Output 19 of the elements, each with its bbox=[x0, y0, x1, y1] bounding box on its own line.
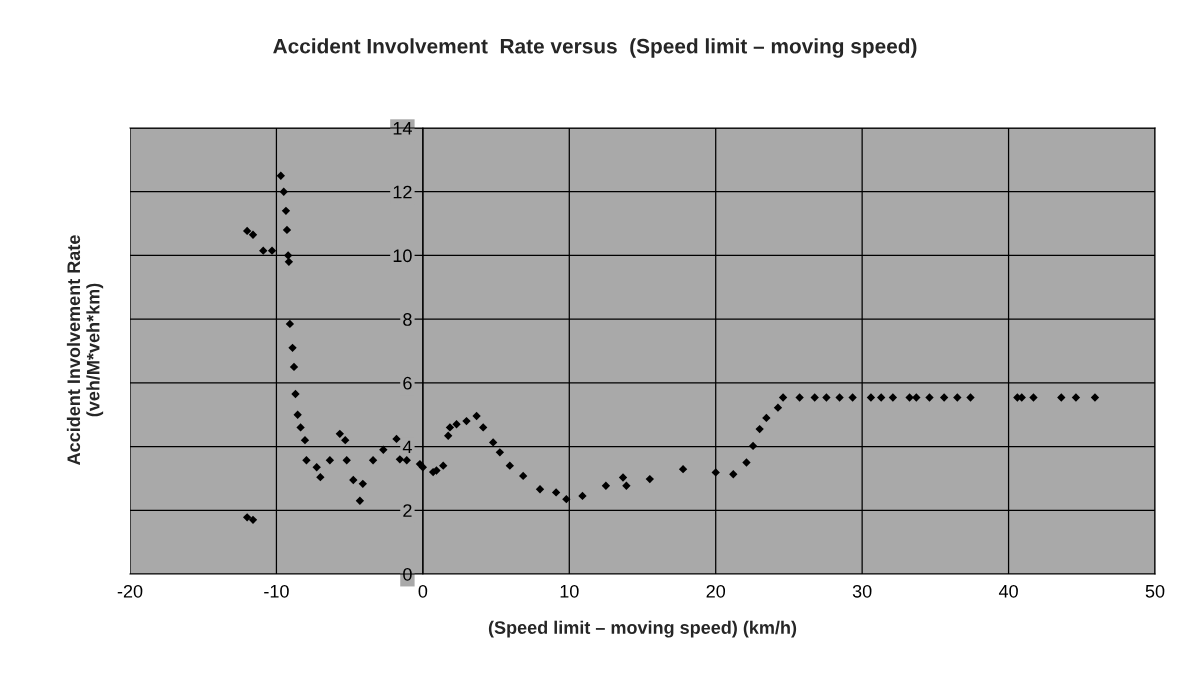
x-tick-label: -10 bbox=[264, 584, 289, 598]
y-tick-label: 6 bbox=[403, 376, 412, 390]
y-tick-label: 8 bbox=[403, 313, 412, 326]
x-tick-label: 40 bbox=[998, 584, 1018, 598]
x-axis-title: (Speed limit – moving speed) (km/h) bbox=[488, 620, 797, 638]
x-tick-label: 0 bbox=[418, 584, 428, 598]
x-tick-label: 30 bbox=[852, 584, 872, 598]
y-axis-title: Accident Involvement Rate (veh/M*veh*km) bbox=[66, 235, 104, 465]
y-tick-label: 10 bbox=[393, 249, 412, 263]
x-tick-label: 10 bbox=[560, 584, 579, 598]
chart-title: Accident Involvement Rate versus (Speed limit – moving speed) bbox=[273, 38, 917, 58]
y-tick-label: 4 bbox=[402, 440, 412, 454]
y-tick-label: 12 bbox=[393, 185, 412, 199]
y-tick-label: 0 bbox=[403, 567, 412, 581]
x-tick-label: 20 bbox=[706, 584, 726, 598]
x-tick-label: 50 bbox=[1145, 584, 1165, 598]
y-tick-label: 2 bbox=[403, 504, 412, 517]
x-tick-label: -20 bbox=[117, 584, 143, 598]
y-tick-label: 14 bbox=[393, 122, 412, 135]
